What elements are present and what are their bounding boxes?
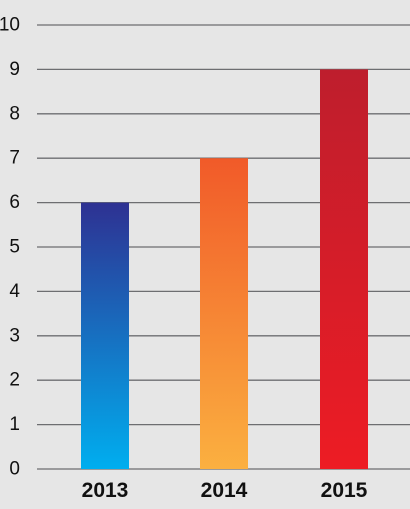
x-category-label-2015: 2015 <box>321 479 368 502</box>
y-tick-label: 9 <box>9 59 20 80</box>
y-tick-label: 2 <box>9 370 20 391</box>
y-tick-label: 0 <box>9 459 20 480</box>
y-tick-label: 10 <box>0 15 20 36</box>
bars <box>81 69 368 470</box>
y-tick-label: 8 <box>9 103 20 124</box>
y-tick-label: 6 <box>9 192 20 213</box>
y-tick-label: 4 <box>9 281 20 302</box>
y-tick-label: 5 <box>9 237 20 258</box>
x-category-label-2014: 2014 <box>201 479 248 502</box>
x-axis-labels: 2013 2014 2015 <box>82 479 368 502</box>
x-category-label-2013: 2013 <box>82 479 129 502</box>
y-axis-ticks: 0 1 2 3 4 5 6 7 8 9 10 <box>0 15 20 480</box>
bar-2013 <box>81 202 129 469</box>
y-tick-label: 3 <box>9 325 20 346</box>
bar-2014 <box>200 158 248 469</box>
y-tick-label: 7 <box>9 148 20 169</box>
bar-2015 <box>320 69 368 470</box>
y-tick-label: 1 <box>9 414 20 435</box>
